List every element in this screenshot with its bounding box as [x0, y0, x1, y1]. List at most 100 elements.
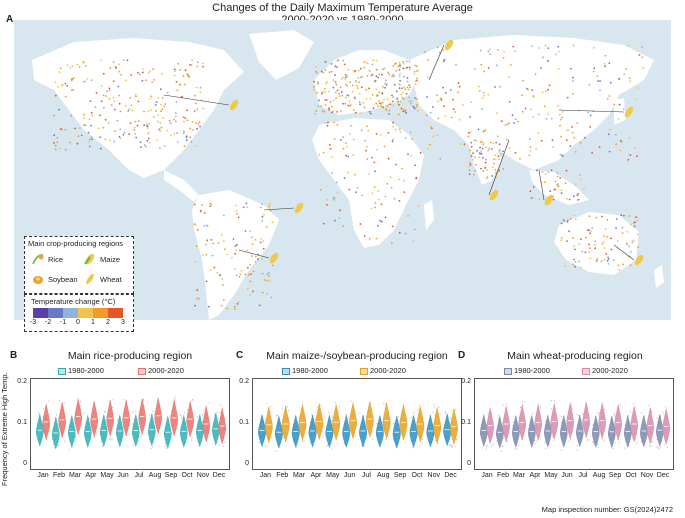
temperature-dot	[498, 148, 501, 151]
temperature-dot	[342, 76, 344, 79]
temperature-dot	[637, 246, 639, 249]
violin-point	[545, 447, 547, 449]
temperature-dot	[315, 70, 317, 73]
temperature-dot	[198, 121, 201, 124]
temperature-dot	[484, 161, 487, 164]
temperature-dot	[226, 253, 228, 256]
temperature-dot	[232, 238, 235, 240]
temperature-dot	[135, 136, 138, 139]
violin-point	[287, 406, 289, 408]
temperature-dot	[603, 63, 606, 65]
temperature-dot	[194, 304, 197, 307]
temperature-dot	[573, 136, 576, 139]
temperature-dot	[148, 123, 151, 125]
temperature-dot	[335, 97, 337, 100]
violin-point	[597, 412, 599, 414]
violin-point	[598, 412, 601, 414]
temperature-dot	[555, 53, 557, 56]
temperature-dot	[223, 240, 225, 243]
temperature-dot	[205, 280, 208, 283]
temperature-dot	[391, 242, 393, 245]
violin-point	[656, 438, 658, 441]
violin-point	[497, 418, 499, 420]
violin-point	[550, 399, 553, 402]
temperature-dot	[261, 203, 263, 206]
temperature-dot	[113, 140, 116, 143]
temperature-dot	[578, 243, 581, 246]
violin-point	[417, 409, 419, 411]
temperature-dot	[183, 130, 185, 133]
temperature-dot	[259, 241, 262, 244]
temperature-dot	[356, 85, 359, 88]
temperature-dot	[174, 112, 177, 115]
violin-point	[63, 402, 65, 404]
temperature-dot	[627, 44, 630, 47]
violin-point	[640, 412, 642, 414]
temperature-dot	[490, 148, 493, 150]
temperature-dot	[381, 68, 384, 71]
temperature-dot	[371, 94, 374, 96]
temperature-dot	[628, 77, 631, 80]
x-tick-label: May	[326, 472, 340, 479]
crop-leader-line	[428, 44, 445, 81]
temperature-dot	[551, 139, 554, 142]
temperature-dot	[235, 210, 238, 213]
violin-point	[111, 399, 113, 401]
temperature-dot	[560, 135, 562, 138]
temperature-dot	[512, 45, 515, 48]
temperature-dot	[118, 102, 121, 105]
temperature-dot	[601, 243, 604, 245]
temperature-dot	[410, 154, 413, 157]
violin-point	[282, 436, 285, 438]
temperature-dot	[403, 191, 406, 194]
temperature-dot	[222, 284, 224, 286]
temperature-dot	[99, 147, 102, 150]
temperature-dot	[544, 44, 547, 47]
temperature-dot	[498, 169, 501, 172]
temperature-dot	[193, 110, 196, 113]
temperature-dot	[202, 65, 205, 68]
x-tick-label: Mar	[293, 472, 306, 479]
temperature-dot	[572, 237, 574, 240]
crop-marker-icon	[294, 202, 304, 214]
temperature-dot	[149, 97, 152, 100]
temperature-dot	[406, 80, 409, 83]
temperature-dot	[409, 86, 412, 89]
violin-point	[370, 433, 372, 435]
violin-point	[455, 409, 457, 411]
temperature-dot	[559, 177, 562, 179]
temperature-dot	[153, 79, 155, 81]
temperature-dot	[152, 116, 155, 118]
violin-point	[576, 445, 579, 447]
temperature-dot	[566, 220, 569, 223]
temperature-dot	[413, 72, 416, 75]
temperature-dot	[517, 120, 519, 123]
temperature-dot	[577, 199, 579, 201]
temperature-dot	[436, 94, 438, 96]
temperature-dot	[350, 103, 353, 106]
violin-point	[444, 412, 446, 414]
x-tick-label: Sep	[608, 472, 622, 479]
temperature-dot	[112, 96, 115, 99]
temperature-dot	[234, 253, 237, 255]
temperature-dot	[438, 51, 441, 54]
violin-point	[84, 412, 86, 414]
temperature-dot	[390, 187, 393, 189]
temperature-dot	[569, 67, 572, 70]
violin-point	[524, 400, 526, 403]
violin-point	[270, 436, 273, 438]
temperature-dot	[323, 98, 326, 101]
temperature-dot	[487, 67, 490, 69]
violin-point	[656, 417, 658, 419]
temperature-dot	[384, 195, 387, 198]
violin-point	[618, 441, 620, 444]
temperature-dot	[450, 116, 453, 119]
temperature-dot	[413, 70, 416, 73]
temperature-dot	[91, 138, 93, 141]
temperature-dot	[495, 64, 498, 67]
temperature-dot	[259, 206, 262, 209]
temperature-dot	[118, 70, 121, 73]
y-tick-label: 0	[23, 460, 27, 467]
violin-point	[432, 439, 434, 441]
temperature-dot	[326, 203, 328, 206]
